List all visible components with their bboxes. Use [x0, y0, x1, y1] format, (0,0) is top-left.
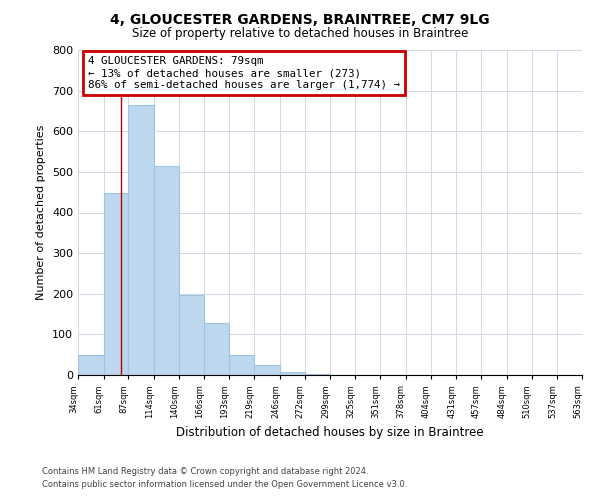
Bar — [78, 354, 104, 375]
Bar — [128, 105, 154, 375]
Text: 4, GLOUCESTER GARDENS, BRAINTREE, CM7 9LG: 4, GLOUCESTER GARDENS, BRAINTREE, CM7 9L… — [110, 12, 490, 26]
Y-axis label: Number of detached properties: Number of detached properties — [37, 125, 46, 300]
Bar — [104, 194, 128, 375]
Bar — [179, 295, 204, 375]
Text: 4 GLOUCESTER GARDENS: 79sqm
← 13% of detached houses are smaller (273)
86% of se: 4 GLOUCESTER GARDENS: 79sqm ← 13% of det… — [88, 56, 400, 90]
X-axis label: Distribution of detached houses by size in Braintree: Distribution of detached houses by size … — [176, 426, 484, 440]
Bar — [254, 365, 280, 375]
Bar — [280, 372, 305, 375]
Text: Contains HM Land Registry data © Crown copyright and database right 2024.
Contai: Contains HM Land Registry data © Crown c… — [42, 468, 407, 489]
Text: Size of property relative to detached houses in Braintree: Size of property relative to detached ho… — [132, 28, 468, 40]
Bar — [204, 324, 229, 375]
Bar — [154, 166, 179, 375]
Bar — [305, 374, 331, 375]
Bar — [229, 355, 254, 375]
